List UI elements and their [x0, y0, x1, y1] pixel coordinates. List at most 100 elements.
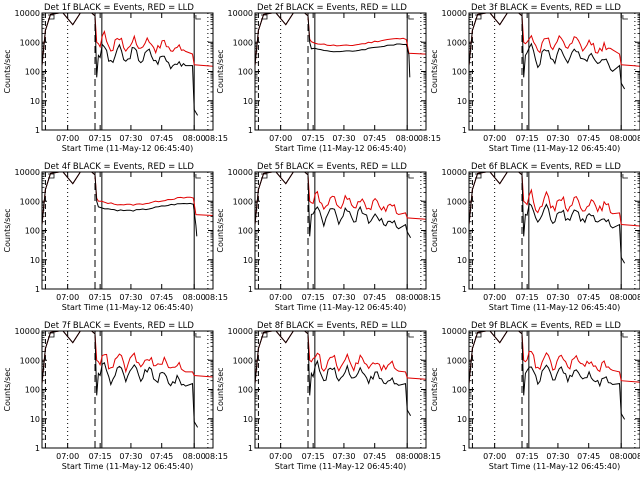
- x-tick-label: 08:15: [418, 452, 441, 461]
- y-axis-label: Counts/sec: [216, 367, 225, 411]
- x-tick-label: 07:30: [332, 134, 355, 143]
- y-tick-label: 10: [243, 97, 253, 106]
- x-tick-label: 07:45: [150, 452, 173, 461]
- detector-panel-6: Det 6f BLACK = Events, RED = LLD 1 10 100 10…: [430, 162, 640, 312]
- y-tick-label: 1: [462, 444, 467, 453]
- lld-red-series-line: [469, 172, 640, 227]
- panel-title: Det 8f BLACK = Events, RED = LLD: [257, 321, 407, 331]
- x-tick-label: 08:15: [632, 293, 640, 302]
- y-tick-label: 10000: [442, 168, 467, 177]
- x-tick-label: 08:00: [610, 134, 633, 143]
- y-tick-label: 100: [452, 386, 467, 395]
- y-tick-label: 1: [35, 126, 40, 135]
- y-tick-label: 10: [243, 256, 253, 265]
- x-tick-label: 08:15: [205, 293, 228, 302]
- x-axis-label: Start Time (11-May-12 06:45:40): [62, 144, 193, 153]
- x-tick-label: 07:30: [119, 134, 142, 143]
- x-tick-label: 07:00: [483, 134, 506, 143]
- panel-title: Det 6f BLACK = Events, RED = LLD: [471, 162, 621, 172]
- panel-title: Det 5f BLACK = Events, RED = LLD: [257, 162, 407, 172]
- y-tick-label: 1: [248, 444, 253, 453]
- y-tick-label: 100: [452, 68, 467, 77]
- y-tick-label: 1000: [20, 197, 40, 206]
- y-tick-label: 1: [248, 285, 253, 294]
- x-tick-label: 07:00: [269, 293, 292, 302]
- x-tick-label: 08:00: [396, 134, 419, 143]
- y-tick-label: 10: [457, 256, 467, 265]
- x-tick-label: 08:00: [610, 293, 633, 302]
- x-tick-label: 08:00: [396, 452, 419, 461]
- top-bracket-marker: [408, 15, 414, 20]
- y-tick-label: 100: [25, 227, 40, 236]
- y-tick-label: 100: [238, 386, 253, 395]
- lld-red-series-line: [255, 172, 426, 225]
- panel-title: Det 3f BLACK = Events, RED = LLD: [471, 3, 621, 13]
- x-tick-label: 07:15: [516, 293, 539, 302]
- y-tick-label: 1: [35, 285, 40, 294]
- y-axis-label: Counts/sec: [216, 49, 225, 93]
- detector-panel-8: Det 8f BLACK = Events, RED = LLD 1 10 100 10…: [216, 321, 441, 471]
- y-tick-label: 1000: [233, 38, 253, 47]
- x-tick-label: 07:45: [150, 293, 173, 302]
- plot-frame: [254, 12, 427, 131]
- top-bracket-marker: [622, 333, 628, 338]
- top-bracket-marker: [195, 333, 201, 338]
- y-tick-label: 100: [452, 227, 467, 236]
- x-tick-label: 07:30: [119, 293, 142, 302]
- top-bracket-marker: [475, 332, 482, 338]
- events-black-series-line: [469, 172, 626, 264]
- x-tick-label: 07:45: [363, 293, 386, 302]
- x-tick-label: 07:15: [516, 452, 539, 461]
- y-tick-label: 1000: [447, 38, 467, 47]
- x-tick-label: 07:45: [577, 293, 600, 302]
- top-bracket-marker: [408, 333, 414, 338]
- detector-panel-2: Det 2f BLACK = Events, RED = LLD 1 10 100 10…: [216, 3, 441, 153]
- y-tick-label: 10: [457, 415, 467, 424]
- x-tick-label: 08:00: [183, 293, 206, 302]
- y-tick-label: 10: [30, 415, 40, 424]
- panel-title: Det 7f BLACK = Events, RED = LLD: [44, 321, 194, 331]
- top-bracket-marker: [48, 14, 55, 20]
- events-black-series-line: [42, 13, 199, 116]
- x-axis-label: Start Time (11-May-12 06:45:40): [62, 462, 193, 471]
- x-tick-label: 07:00: [483, 293, 506, 302]
- plot-frame: [468, 12, 640, 131]
- y-tick-label: 100: [238, 68, 253, 77]
- y-axis-label: Counts/sec: [3, 49, 12, 93]
- x-tick-label: 07:30: [546, 293, 569, 302]
- y-axis-label: Counts/sec: [430, 49, 439, 93]
- top-bracket-marker: [408, 174, 414, 179]
- y-tick-label: 10000: [15, 327, 40, 336]
- y-tick-label: 1000: [447, 356, 467, 365]
- y-tick-label: 10: [30, 97, 40, 106]
- plot-frame: [254, 171, 427, 290]
- events-black-series-line: [42, 172, 198, 237]
- x-axis-label: Start Time (11-May-12 06:45:40): [489, 303, 620, 312]
- detector-panel-3: Det 3f BLACK = Events, RED = LLD 1 10 100 10…: [430, 3, 640, 153]
- top-bracket-marker: [475, 173, 482, 179]
- y-tick-label: 1: [248, 126, 253, 135]
- plot-frame: [468, 171, 640, 290]
- x-tick-label: 07:15: [89, 293, 112, 302]
- x-axis-label: Start Time (11-May-12 06:45:40): [275, 303, 406, 312]
- x-tick-label: 07:30: [119, 452, 142, 461]
- detector-panel-7: Det 7f BLACK = Events, RED = LLD 1 10 100 10…: [3, 321, 228, 471]
- y-tick-label: 10000: [15, 9, 40, 18]
- x-tick-label: 07:30: [546, 134, 569, 143]
- x-tick-label: 08:15: [418, 293, 441, 302]
- y-axis-label: Counts/sec: [430, 208, 439, 252]
- top-bracket-marker: [261, 14, 268, 20]
- lld-red-series-line: [255, 331, 426, 384]
- x-tick-label: 07:15: [302, 134, 325, 143]
- y-axis-label: Counts/sec: [3, 208, 12, 252]
- plot-frame: [254, 330, 427, 449]
- x-tick-label: 07:00: [56, 452, 79, 461]
- top-bracket-marker: [261, 173, 268, 179]
- x-tick-label: 08:15: [632, 134, 640, 143]
- y-axis-label: Counts/sec: [216, 208, 225, 252]
- events-black-series-line: [42, 331, 199, 428]
- x-tick-label: 07:30: [332, 452, 355, 461]
- y-axis-label: Counts/sec: [430, 367, 439, 411]
- y-tick-label: 10000: [228, 9, 253, 18]
